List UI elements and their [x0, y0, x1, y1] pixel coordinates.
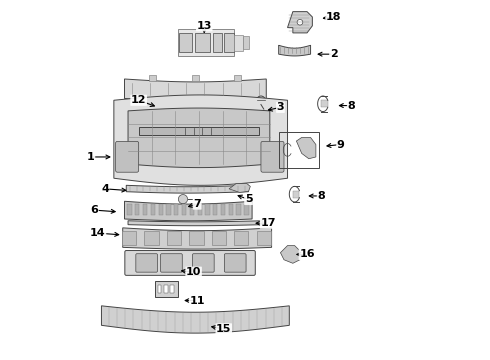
- Polygon shape: [124, 201, 252, 221]
- Polygon shape: [139, 127, 259, 135]
- Text: 5: 5: [245, 194, 252, 204]
- Bar: [151, 204, 155, 215]
- Bar: [196, 33, 210, 53]
- Bar: [179, 33, 192, 53]
- Circle shape: [178, 194, 188, 204]
- Polygon shape: [128, 221, 263, 226]
- Text: 9: 9: [337, 140, 344, 149]
- Bar: [293, 191, 299, 198]
- FancyBboxPatch shape: [224, 254, 246, 272]
- Bar: [197, 204, 202, 215]
- Bar: [158, 284, 161, 293]
- Bar: [205, 204, 210, 215]
- Text: 4: 4: [101, 184, 109, 194]
- Polygon shape: [279, 45, 311, 56]
- Bar: [170, 284, 174, 293]
- Bar: [127, 204, 132, 215]
- Text: 11: 11: [190, 296, 205, 306]
- Bar: [213, 204, 218, 215]
- Bar: [321, 100, 328, 107]
- Polygon shape: [229, 184, 250, 192]
- Text: 8: 8: [347, 100, 355, 111]
- Text: 2: 2: [330, 49, 338, 59]
- Bar: [145, 231, 159, 244]
- Polygon shape: [296, 138, 316, 159]
- Circle shape: [259, 99, 263, 102]
- Bar: [166, 204, 171, 215]
- Bar: [234, 231, 248, 244]
- FancyBboxPatch shape: [161, 254, 182, 272]
- Bar: [243, 36, 248, 49]
- Bar: [167, 231, 181, 244]
- Polygon shape: [288, 12, 312, 33]
- Text: 8: 8: [318, 191, 325, 201]
- Bar: [221, 204, 225, 215]
- Bar: [178, 30, 234, 56]
- Polygon shape: [124, 79, 266, 102]
- Text: 12: 12: [131, 95, 147, 105]
- Polygon shape: [128, 108, 270, 168]
- Circle shape: [257, 96, 265, 104]
- Text: 17: 17: [260, 218, 276, 228]
- Bar: [143, 204, 147, 215]
- FancyBboxPatch shape: [261, 141, 284, 172]
- Bar: [155, 281, 178, 297]
- Bar: [279, 132, 319, 168]
- Bar: [234, 35, 243, 51]
- Bar: [257, 231, 271, 244]
- Bar: [212, 231, 226, 244]
- Bar: [229, 204, 233, 215]
- Polygon shape: [280, 246, 300, 263]
- Bar: [245, 204, 248, 215]
- Bar: [189, 231, 203, 244]
- Text: 18: 18: [326, 12, 342, 22]
- Bar: [237, 204, 241, 215]
- FancyBboxPatch shape: [116, 141, 139, 172]
- Bar: [224, 33, 234, 53]
- Bar: [182, 204, 186, 215]
- Polygon shape: [101, 306, 289, 333]
- Bar: [122, 231, 136, 244]
- Circle shape: [297, 19, 303, 25]
- Text: 1: 1: [87, 152, 95, 162]
- Bar: [135, 204, 139, 215]
- Bar: [190, 204, 194, 215]
- Text: 15: 15: [216, 324, 231, 334]
- Text: 7: 7: [193, 199, 201, 209]
- Bar: [213, 33, 222, 53]
- Bar: [149, 76, 156, 81]
- FancyBboxPatch shape: [125, 251, 255, 275]
- Bar: [174, 204, 178, 215]
- Bar: [164, 284, 168, 293]
- Text: 6: 6: [91, 205, 98, 215]
- FancyBboxPatch shape: [136, 254, 157, 272]
- Polygon shape: [114, 95, 288, 185]
- FancyBboxPatch shape: [193, 254, 214, 272]
- Text: 13: 13: [196, 21, 212, 31]
- Polygon shape: [126, 185, 248, 193]
- Bar: [234, 76, 242, 81]
- Polygon shape: [122, 228, 271, 249]
- Text: 16: 16: [299, 249, 315, 260]
- Text: 3: 3: [277, 102, 284, 112]
- Bar: [192, 76, 199, 81]
- Text: 10: 10: [186, 267, 201, 277]
- Bar: [159, 204, 163, 215]
- Text: 14: 14: [90, 228, 106, 238]
